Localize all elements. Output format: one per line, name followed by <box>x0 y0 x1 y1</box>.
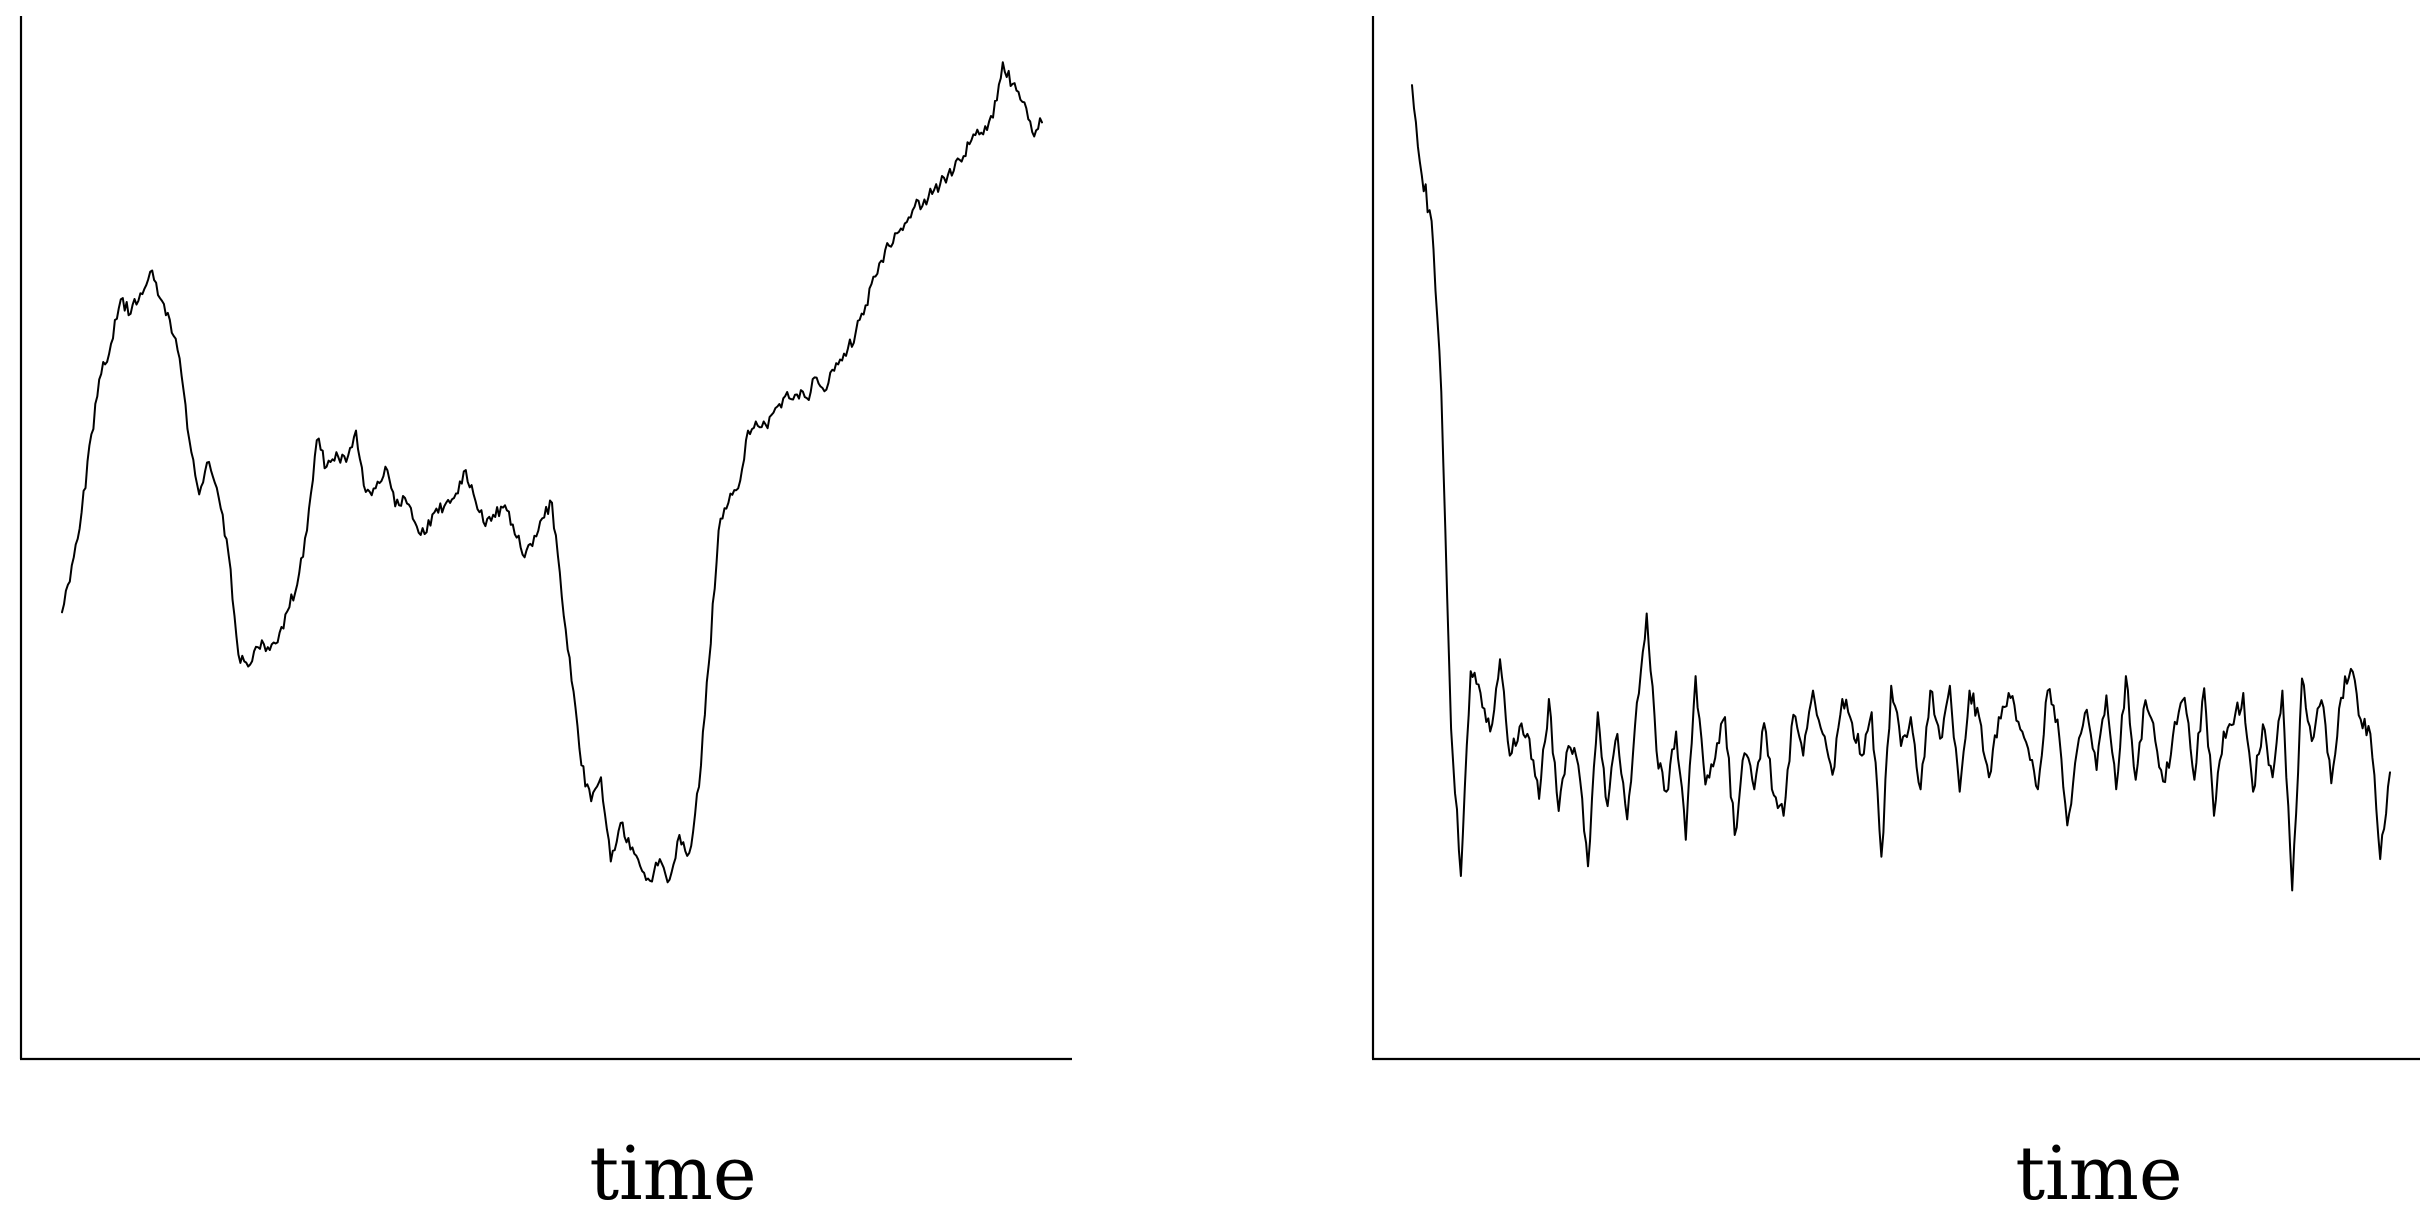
left-panel: time <box>19 16 1072 1212</box>
right-panel-series-line <box>1411 84 2391 892</box>
right-panel-x-axis-label: time <box>2015 1131 2182 1212</box>
left-panel-series-line <box>61 61 1043 884</box>
right-panel: time <box>1371 16 2420 1212</box>
left-panel-x-axis-label: time <box>589 1131 756 1212</box>
